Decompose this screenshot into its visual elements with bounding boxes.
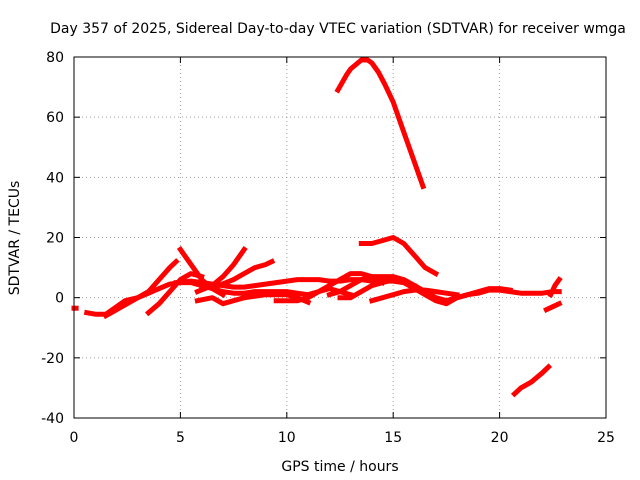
y-tick-label: 0 xyxy=(55,291,64,307)
axis-ticks: 0 5 10 15 20 25 -40 -20 0 20 40 60 80 xyxy=(41,50,615,446)
data-series-track-16 xyxy=(334,57,427,190)
y-tick-label: 20 xyxy=(46,231,64,247)
data-series-track-13 xyxy=(326,274,562,304)
grid-lines xyxy=(74,57,606,418)
data-series-track-19 xyxy=(543,300,563,314)
series-layer xyxy=(71,57,563,398)
y-tick-label: 80 xyxy=(46,50,64,66)
x-tick-label: 20 xyxy=(491,430,509,446)
x-tick-label: 10 xyxy=(278,430,296,446)
y-tick-label: 60 xyxy=(46,110,64,126)
x-tick-label: 25 xyxy=(597,430,615,446)
data-series-track-3 xyxy=(102,258,180,320)
chart-title: Day 357 of 2025, Sidereal Day-to-day VTE… xyxy=(50,21,626,37)
y-tick-label: 40 xyxy=(46,170,64,186)
data-series-track-18 xyxy=(547,276,563,299)
x-tick-label: 0 xyxy=(70,430,79,446)
x-tick-label: 5 xyxy=(176,430,185,446)
x-tick-label: 15 xyxy=(384,430,402,446)
data-series-track-20 xyxy=(510,363,553,398)
y-axis-label: SDTVAR / TECUs xyxy=(7,181,23,296)
data-series-track-15 xyxy=(368,287,460,304)
data-series-track-8 xyxy=(199,258,276,289)
data-series-track-5 xyxy=(176,246,227,299)
data-series-track-4 xyxy=(144,271,205,317)
data-series-track-17 xyxy=(358,235,440,278)
data-series-track-14 xyxy=(337,277,514,307)
y-tick-label: -20 xyxy=(41,351,64,367)
x-axis-label: GPS time / hours xyxy=(281,459,398,475)
y-tick-label: -40 xyxy=(41,411,64,427)
